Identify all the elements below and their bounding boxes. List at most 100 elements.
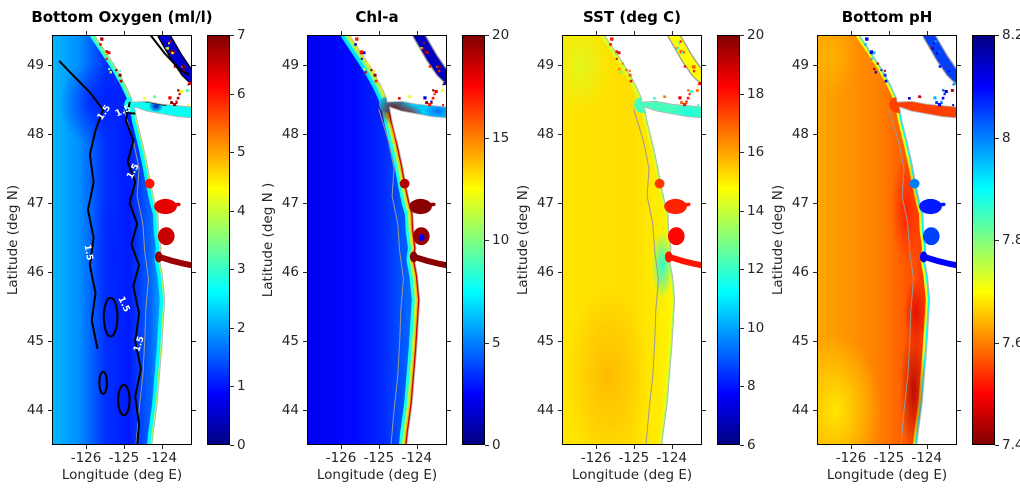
tick-mark xyxy=(48,272,52,274)
tick-mark xyxy=(671,31,673,35)
x-axis-label: Longitude (deg E) xyxy=(571,467,693,483)
colorbar-tick-label: 7.8 xyxy=(1002,232,1020,248)
tick-mark xyxy=(740,386,744,388)
colorbar-tick-label: 8.2 xyxy=(1002,27,1020,43)
tick-mark xyxy=(416,31,418,35)
panel-title: SST (deg C) xyxy=(583,8,681,26)
tick-mark xyxy=(558,410,562,412)
colorbar-tick-label: 1 xyxy=(237,378,246,395)
colorbar-tick-label: 15 xyxy=(492,129,510,146)
colorbar-tick-label: 0 xyxy=(237,437,246,453)
sst-colorbar xyxy=(717,35,740,445)
tick-mark xyxy=(378,31,380,35)
tick-mark xyxy=(558,203,562,204)
tick-mark xyxy=(558,64,562,66)
y-tick-label: 46 xyxy=(536,264,554,281)
colorbar-tick-label: 5 xyxy=(237,144,246,161)
colorbar-tick-label: 20 xyxy=(492,27,510,43)
colorbar-tick-label: 4 xyxy=(237,202,246,219)
colorbar-tick-label: 14 xyxy=(747,202,765,219)
tick-mark xyxy=(558,341,562,343)
tick-mark xyxy=(740,93,744,95)
y-tick-label: 49 xyxy=(791,56,809,73)
colorbar-tick-label: 20 xyxy=(747,27,765,43)
tick-mark xyxy=(702,203,706,204)
tick-mark xyxy=(957,203,961,204)
y-tick-label: 45 xyxy=(791,333,809,350)
tick-mark xyxy=(740,152,744,154)
tick-mark xyxy=(192,272,196,274)
y-tick-label: 47 xyxy=(791,195,809,211)
tick-mark xyxy=(702,64,706,66)
colorbar-tick-label: 2 xyxy=(237,319,246,336)
tick-mark xyxy=(813,133,817,135)
tick-mark xyxy=(230,35,234,36)
tick-mark xyxy=(447,410,451,412)
tick-mark xyxy=(230,269,234,271)
oxygen-colorbar xyxy=(207,35,230,445)
y-tick-label: 46 xyxy=(281,264,299,281)
ph-colorbar xyxy=(972,35,995,445)
colorbar-tick-label: 7 xyxy=(237,27,246,43)
tick-mark xyxy=(740,35,744,36)
x-axis-label: Longitude (deg E) xyxy=(61,467,183,483)
panel-chl-a: Chl-a Latitude (deg N ) Longitude (deg E… xyxy=(255,0,510,499)
tick-mark xyxy=(671,445,673,449)
tick-mark xyxy=(86,31,88,35)
tick-mark xyxy=(596,445,598,449)
tick-mark xyxy=(957,341,961,343)
tick-mark xyxy=(192,133,196,135)
x-tick-label: -125 xyxy=(363,450,395,466)
colorbar-tick-label: 16 xyxy=(747,144,765,161)
colorbar-tick-label: 6 xyxy=(237,85,246,102)
x-axis-label: Longitude (deg E) xyxy=(826,467,948,483)
tick-mark xyxy=(740,210,744,212)
tick-mark xyxy=(740,327,744,329)
colorbar-tick-label: 10 xyxy=(747,319,765,336)
y-tick-label: 48 xyxy=(281,125,299,142)
tick-mark xyxy=(378,445,380,449)
tick-mark xyxy=(702,272,706,274)
tick-mark xyxy=(303,341,307,343)
panel-sst: SST (deg C) Latitude (deg N) Longitude (… xyxy=(510,0,765,499)
y-tick-label: 44 xyxy=(791,402,809,419)
colorbar-tick-label: 8 xyxy=(1002,129,1011,146)
colorbar-tick-label: 7.6 xyxy=(1002,334,1020,351)
tick-mark xyxy=(702,410,706,412)
tick-mark xyxy=(957,64,961,66)
tick-mark xyxy=(995,445,999,446)
colorbar-tick-label: 10 xyxy=(492,232,510,248)
tick-mark xyxy=(230,386,234,388)
x-tick-label: -126 xyxy=(835,450,867,466)
tick-mark xyxy=(957,272,961,274)
tick-mark xyxy=(303,272,307,274)
x-tick-label: -126 xyxy=(70,450,102,466)
x-tick-label: -125 xyxy=(618,450,650,466)
x-tick-label: -125 xyxy=(108,450,140,466)
tick-mark xyxy=(123,31,125,35)
tick-mark xyxy=(702,133,706,135)
y-tick-label: 45 xyxy=(26,333,44,350)
tick-mark xyxy=(851,445,853,449)
y-tick-label: 45 xyxy=(281,333,299,350)
colorbar-tick-label: 12 xyxy=(747,261,765,278)
tick-mark xyxy=(888,31,890,35)
y-tick-label: 44 xyxy=(536,402,554,419)
chl-colorbar xyxy=(462,35,485,445)
tick-mark xyxy=(230,93,234,95)
y-tick-label: 49 xyxy=(536,56,554,73)
sst-map-canvas xyxy=(562,35,702,445)
tick-mark xyxy=(926,31,928,35)
tick-mark xyxy=(702,341,706,343)
tick-mark xyxy=(303,64,307,66)
tick-mark xyxy=(48,133,52,135)
tick-mark xyxy=(230,210,234,212)
tick-mark xyxy=(851,31,853,35)
tick-mark xyxy=(485,137,489,139)
panel-title: Bottom Oxygen (ml/l) xyxy=(31,8,213,26)
tick-mark xyxy=(341,31,343,35)
tick-mark xyxy=(230,152,234,154)
x-tick-label: -124 xyxy=(146,450,178,466)
y-tick-label: 49 xyxy=(281,56,299,73)
